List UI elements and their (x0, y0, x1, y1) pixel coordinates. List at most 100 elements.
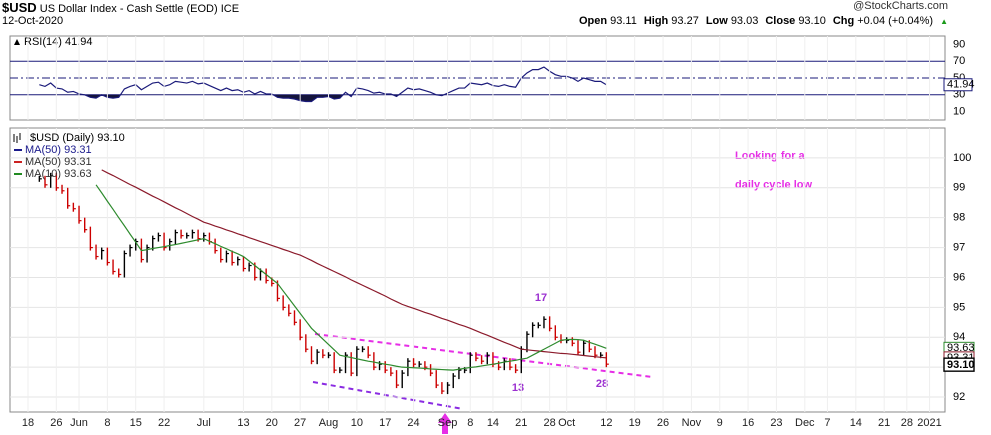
price-bar (333, 352, 337, 374)
x-tick-label: Sep (438, 417, 458, 429)
price-bar (514, 364, 519, 374)
y-tick-label: 98 (953, 212, 965, 224)
exchange: ICE (220, 3, 240, 15)
x-tick-label: 21 (878, 417, 890, 429)
price-bar (401, 370, 405, 389)
price-bar (531, 322, 536, 338)
price-bar (112, 259, 116, 275)
trendline-lower (312, 381, 464, 410)
price-bar (180, 229, 184, 239)
legend-label: MA(10) 93.63 (25, 168, 92, 180)
price-bar (526, 331, 530, 353)
price-bar (66, 187, 71, 209)
x-tick-label: 15 (130, 417, 142, 429)
price-bar (169, 238, 173, 251)
quote-label: Open (578, 15, 608, 27)
price-bar (565, 337, 570, 344)
y-tick-label: 96 (953, 271, 965, 283)
x-tick-label: 14 (487, 417, 499, 429)
price-bar (367, 346, 371, 359)
price-bar (395, 370, 400, 389)
y-tick-label: 94 (953, 331, 965, 343)
y-tick-label: 10 (953, 106, 965, 118)
source: @StockCharts.com (853, 0, 948, 12)
price-bar (282, 295, 286, 311)
x-tick-label: 22 (158, 417, 170, 429)
price-bar (486, 352, 490, 365)
x-tick-label: 28 (901, 417, 913, 429)
price-bar (412, 358, 417, 368)
price-title: $USD (Daily) 93.10 (30, 132, 125, 144)
x-tick-label: 12 (600, 417, 612, 429)
annotation: daily cycle low (735, 179, 812, 191)
price-bar (469, 352, 473, 374)
price-bar (378, 361, 383, 371)
rsi-line (39, 66, 607, 103)
price-plot (10, 128, 945, 412)
price-bar (582, 340, 587, 356)
price-frame (9, 127, 946, 413)
x-tick-label: 18 (22, 417, 34, 429)
rsi-icon (14, 39, 20, 45)
price-bar (248, 262, 252, 272)
x-tick-label: 8 (104, 417, 110, 429)
annotation: 13 (512, 382, 524, 394)
price-bar (350, 352, 354, 377)
price-bar (49, 172, 54, 188)
price-bar (441, 382, 445, 395)
x-tick-label: Jul (197, 417, 211, 429)
price-bar (288, 304, 292, 317)
price-bar (146, 244, 150, 263)
price-bar (390, 367, 394, 377)
price-bar (242, 256, 246, 272)
quote-value: +0.04 (+0.04%) (857, 15, 934, 27)
x-tick-label: 26 (50, 417, 62, 429)
price-bar (44, 175, 48, 188)
price-bar (95, 244, 99, 260)
x-tick-label: 2021 (917, 417, 941, 429)
legend-label: MA(50) 93.31 (25, 156, 92, 168)
price-bar (265, 268, 269, 284)
moving-average-line (101, 169, 607, 359)
price-bar (543, 316, 547, 329)
symbol: $USD (2, 0, 37, 15)
price-bar (214, 238, 218, 254)
price-bar (356, 346, 360, 377)
header-title: $USD US Dollar Index - Cash Settle (EOD)… (2, 0, 239, 15)
price-bar (237, 256, 241, 266)
price-bar (191, 229, 195, 239)
x-tick-label: 24 (407, 417, 419, 429)
y-tick-label: 92 (953, 391, 965, 403)
quote-label: Chg (832, 15, 855, 27)
price-bar (174, 229, 178, 245)
x-tick-label: 27 (294, 417, 306, 429)
rsi-value-box (943, 78, 973, 92)
price-bar (509, 358, 513, 371)
price-bar (225, 250, 229, 263)
y-tick-label: 100 (953, 152, 971, 164)
price-bar (554, 325, 558, 341)
price-bar (55, 172, 59, 191)
price-bar (293, 310, 297, 326)
annotation: Looking for a (735, 150, 806, 162)
price-bar (537, 322, 541, 329)
price-bar (220, 247, 224, 263)
x-tick-label: 23 (770, 417, 782, 429)
price-bar (492, 352, 496, 368)
price-bar (571, 337, 575, 347)
x-tick-label: 26 (657, 417, 669, 429)
price-bar (123, 250, 127, 278)
price-bar (72, 202, 76, 212)
x-tick-label: Dec (795, 417, 815, 429)
x-tick-label: 10 (351, 417, 363, 429)
price-bar (89, 226, 93, 251)
price-bar (61, 184, 65, 194)
x-tick-label: Jun (70, 417, 88, 429)
rsi-value-label: 41.94 (947, 79, 975, 91)
y-tick-label: 95 (953, 301, 965, 313)
y-tick-label: 90 (953, 38, 965, 50)
value-box-label: 93.10 (947, 359, 975, 371)
price-bar (310, 346, 314, 365)
price-bar (305, 334, 309, 353)
